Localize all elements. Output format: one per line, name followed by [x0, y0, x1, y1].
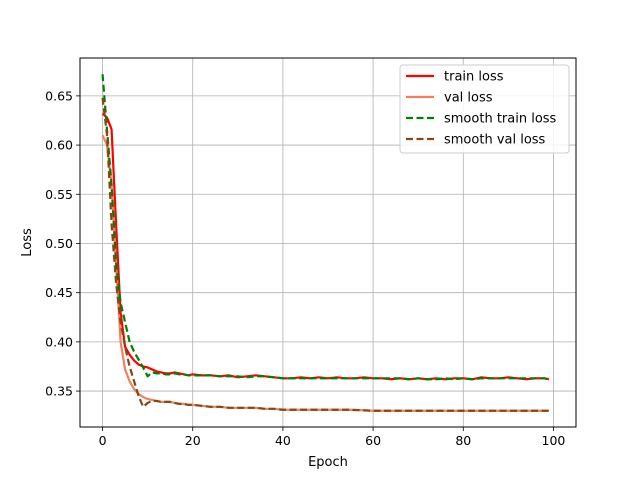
x-tick-label: 0 — [99, 433, 107, 448]
plot-frame — [79, 57, 577, 428]
series-line-smooth-train-loss — [101, 74, 550, 381]
x-tick-label: 100 — [542, 433, 566, 448]
y-tick-label: 0.60 — [45, 138, 73, 153]
y-tick-label: 0.40 — [45, 334, 73, 349]
y-tick-label: 0.55 — [45, 187, 73, 202]
legend-label: smooth val loss — [444, 133, 546, 148]
x-tick-label: 80 — [455, 433, 471, 448]
y-axis-label: Loss — [20, 228, 35, 257]
legend-label: smooth train loss — [444, 112, 557, 127]
legend-label: val loss — [444, 91, 493, 106]
legend-label: train loss — [444, 70, 504, 85]
x-axis-label: Epoch — [308, 455, 348, 470]
y-tick-label: 0.35 — [45, 384, 73, 399]
legend-box — [399, 64, 570, 154]
plot-series — [101, 74, 550, 412]
x-tick-label: 60 — [365, 433, 381, 448]
legend: train loss val loss smooth train loss smoot… — [399, 64, 570, 154]
series-line-val-loss — [101, 134, 549, 412]
y-tick-label: 0.50 — [45, 236, 73, 251]
y-tick-label: 0.45 — [45, 285, 73, 300]
x-tick-label: 40 — [275, 433, 291, 448]
series-line-smooth-val-loss — [101, 97, 549, 412]
x-tick-label: 20 — [185, 433, 201, 448]
y-tick-label: 0.65 — [45, 88, 73, 103]
axis-ticks: 0 20 40 60 80 100 0.35 0.40 0.45 0.50 0.55 0.60 0.65 — [45, 88, 565, 448]
